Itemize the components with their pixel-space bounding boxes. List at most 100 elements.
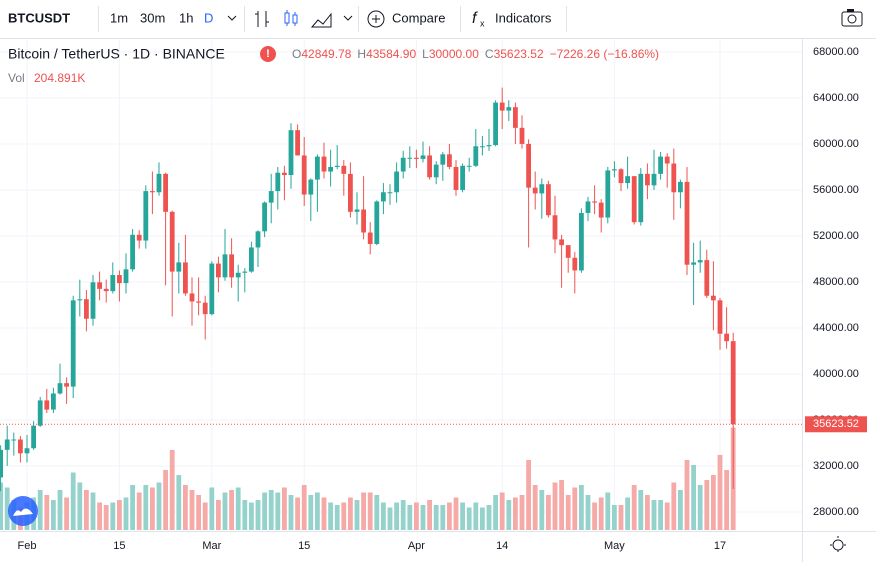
volume-bar [645, 495, 650, 530]
candle-body [103, 288, 109, 292]
volume-bar [539, 490, 545, 530]
candles-icon[interactable] [284, 10, 298, 26]
y-tick-label: 32000.00 [813, 460, 859, 472]
legend-value: 43584.90 [366, 47, 416, 61]
volume-bar [704, 480, 710, 530]
candle-body [572, 257, 578, 271]
candle-body [499, 102, 505, 111]
volume-bar [176, 475, 182, 530]
dropdown-icon[interactable] [343, 15, 353, 21]
volume-bar [724, 470, 729, 530]
x-tick-label: Feb [18, 540, 37, 552]
candle-body [506, 107, 512, 111]
volume-bar [321, 497, 327, 530]
dropdown-icon[interactable] [227, 15, 237, 21]
candle-body [691, 262, 696, 265]
candle-body [407, 157, 413, 159]
candle-body [222, 254, 228, 278]
candle-body [37, 400, 43, 426]
candle-body [645, 173, 650, 186]
candle-body [631, 176, 637, 223]
legend-key: H [357, 47, 366, 61]
volume-bar [84, 490, 89, 530]
volume-bar [242, 500, 248, 530]
bars-icon[interactable] [255, 11, 269, 27]
volume-bar [90, 492, 96, 530]
compare-button[interactable]: Compare [392, 10, 445, 25]
candle-body [565, 245, 571, 258]
volume-bar [288, 495, 294, 530]
candle-body [315, 156, 320, 180]
y-tick-label: 52000.00 [813, 230, 859, 242]
volume-bar [691, 465, 696, 530]
candle-body [169, 211, 175, 272]
x-tick-label: 15 [298, 540, 310, 552]
candle-body [486, 145, 492, 147]
candle-body [18, 439, 23, 454]
y-tick-label: 64000.00 [813, 92, 859, 104]
volume-bar [427, 500, 432, 530]
volume-bar [711, 475, 716, 530]
y-tick-label: 56000.00 [813, 184, 859, 196]
interval[interactable]: 1h [179, 10, 193, 25]
indicators-icon[interactable]: f [472, 10, 478, 27]
volume-bar [486, 505, 492, 530]
volume-bar [169, 450, 175, 530]
volume-bar [612, 505, 617, 530]
candle-body [414, 157, 419, 159]
volume-bar [407, 505, 413, 530]
volume-bar [394, 502, 399, 530]
volume-bar [605, 492, 611, 530]
candle-body [466, 165, 472, 167]
candle-body [183, 262, 188, 294]
interval-active[interactable]: D [204, 10, 213, 25]
candle-body [328, 166, 333, 172]
candle-body [717, 300, 723, 334]
y-tick-label: 60000.00 [813, 138, 859, 150]
volume-bar [506, 500, 512, 530]
volume-bar [440, 505, 446, 530]
alert-icon[interactable] [260, 46, 276, 62]
candle-body [539, 184, 545, 194]
x-tick-label: May [604, 540, 625, 552]
volume-bar [268, 490, 274, 530]
candle-body [275, 172, 281, 192]
volume-bar [57, 490, 63, 530]
candle-body [724, 333, 729, 342]
candle-body [31, 425, 36, 449]
candle-body [117, 275, 122, 284]
settings-icon[interactable] [830, 536, 846, 552]
candle-body [24, 448, 30, 454]
volume-bar [513, 497, 518, 530]
volume-bar [222, 492, 228, 530]
volume-bar [275, 492, 281, 530]
volume-bar [480, 507, 485, 530]
candle-body [176, 262, 182, 272]
interval[interactable]: 1m [110, 10, 128, 25]
candle-body [618, 169, 624, 184]
logo[interactable] [8, 496, 38, 526]
candle-body [400, 157, 406, 172]
volume-bar [189, 490, 195, 530]
volume-bar [255, 500, 261, 530]
legend-value: 42849.78 [301, 47, 351, 61]
symbol[interactable]: BTCUSDT [8, 10, 70, 25]
volume-bar [97, 502, 102, 530]
interval[interactable]: 30m [140, 10, 165, 25]
volume-bar [183, 485, 188, 530]
indicators-icon[interactable]: x [480, 18, 485, 28]
candle-body [51, 393, 56, 410]
snapshot-icon[interactable] [841, 9, 863, 27]
candle-body [196, 301, 201, 303]
indicators-button[interactable]: Indicators [495, 10, 552, 25]
volume-bar [453, 497, 459, 530]
price-tag-label: 35623.52 [813, 418, 859, 430]
x-tick-label: 17 [714, 540, 726, 552]
compare-icon[interactable] [367, 10, 385, 28]
volume-bar [460, 502, 465, 530]
candle-body [282, 172, 287, 176]
volume-bar [229, 490, 234, 530]
area-icon[interactable] [310, 12, 332, 28]
volume-bar [625, 497, 630, 530]
candle-body [308, 179, 314, 195]
